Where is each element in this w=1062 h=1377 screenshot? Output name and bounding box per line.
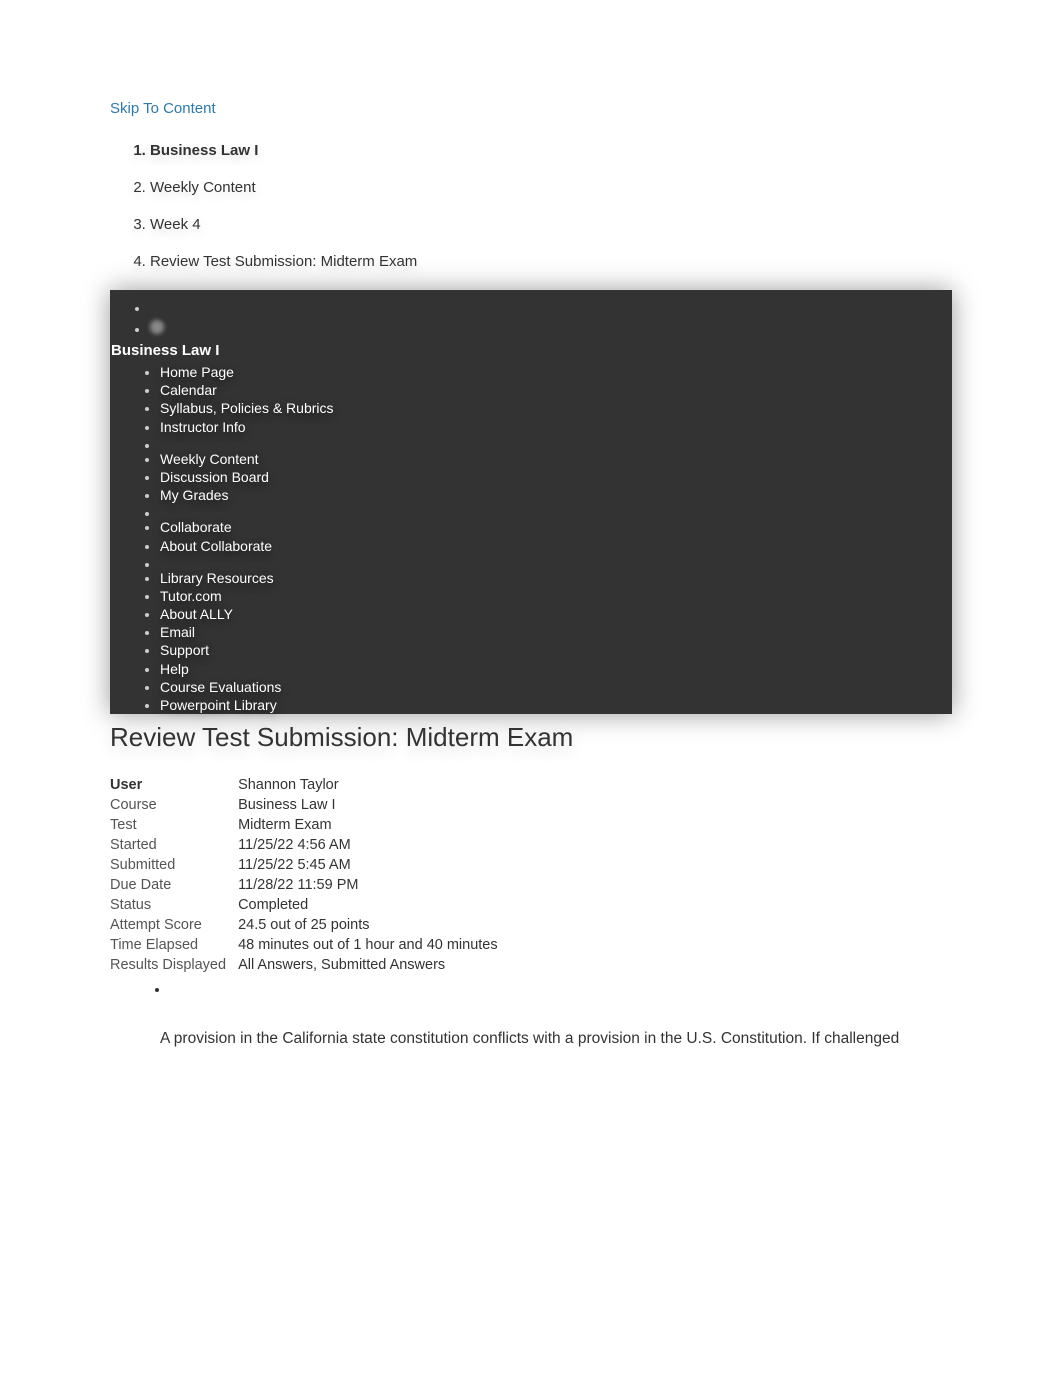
detail-label-course: Course — [110, 797, 238, 813]
dot-icon — [150, 320, 164, 334]
detail-label-due: Due Date — [110, 877, 238, 893]
nav-divider — [160, 436, 952, 450]
nav-about-ally[interactable]: About ALLY — [160, 606, 233, 622]
detail-label-started: Started — [110, 837, 238, 853]
detail-label-user: User — [110, 777, 238, 793]
question-bullet — [170, 981, 952, 997]
page-title: Review Test Submission: Midterm Exam — [110, 722, 952, 753]
detail-value-due: 11/28/22 11:59 PM — [238, 877, 498, 893]
menu-icon-2[interactable] — [150, 320, 952, 334]
breadcrumb-item-current: Review Test Submission: Midterm Exam — [150, 253, 952, 270]
breadcrumb-item-course[interactable]: Business Law I — [150, 142, 952, 159]
nav-my-grades[interactable]: My Grades — [160, 487, 228, 503]
detail-value-started: 11/25/22 4:56 AM — [238, 837, 498, 853]
nav-email[interactable]: Email — [160, 624, 195, 640]
nav-instructor-info[interactable]: Instructor Info — [160, 419, 246, 435]
nav-collaborate[interactable]: Collaborate — [160, 519, 232, 535]
menu-top-icons — [110, 300, 952, 334]
test-details-table: User Shannon Taylor Course Business Law … — [110, 773, 498, 977]
nav-powerpoint-library[interactable]: Powerpoint Library — [160, 697, 277, 713]
nav-discussion-board[interactable]: Discussion Board — [160, 469, 269, 485]
nav-divider — [160, 555, 952, 569]
question-list — [110, 981, 952, 997]
nav-course-evaluations[interactable]: Course Evaluations — [160, 679, 281, 695]
detail-label-score: Attempt Score — [110, 917, 238, 933]
detail-label-results: Results Displayed — [110, 957, 238, 973]
nav-help[interactable]: Help — [160, 661, 189, 677]
nav-calendar[interactable]: Calendar — [160, 382, 217, 398]
course-menu: Business Law I Home Page Calendar Syllab… — [110, 290, 952, 714]
detail-value-results: All Answers, Submitted Answers — [238, 957, 498, 973]
course-menu-items: Home Page Calendar Syllabus, Policies & … — [110, 363, 952, 714]
detail-label-elapsed: Time Elapsed — [110, 937, 238, 953]
detail-value-submitted: 11/25/22 5:45 AM — [238, 857, 498, 873]
detail-value-user: Shannon Taylor — [238, 777, 498, 793]
skip-to-content-link[interactable]: Skip To Content — [110, 100, 216, 117]
detail-label-status: Status — [110, 897, 238, 913]
nav-home-page[interactable]: Home Page — [160, 364, 234, 380]
nav-divider — [160, 504, 952, 518]
detail-value-score: 24.5 out of 25 points — [238, 917, 498, 933]
breadcrumb-item-weekly-content[interactable]: Weekly Content — [150, 179, 952, 196]
question-text: A provision in the California state cons… — [160, 1027, 952, 1050]
nav-about-collaborate[interactable]: About Collaborate — [160, 538, 272, 554]
detail-label-submitted: Submitted — [110, 857, 238, 873]
detail-value-course: Business Law I — [238, 797, 498, 813]
course-menu-title: Business Law I — [110, 342, 952, 359]
nav-weekly-content[interactable]: Weekly Content — [160, 451, 259, 467]
nav-library-resources[interactable]: Library Resources — [160, 570, 274, 586]
nav-support[interactable]: Support — [160, 642, 209, 658]
breadcrumb-item-week[interactable]: Week 4 — [150, 216, 952, 233]
breadcrumb: Business Law I Weekly Content Week 4 Rev… — [110, 142, 952, 270]
detail-label-test: Test — [110, 817, 238, 833]
nav-tutor[interactable]: Tutor.com — [160, 588, 222, 604]
detail-value-test: Midterm Exam — [238, 817, 498, 833]
nav-syllabus[interactable]: Syllabus, Policies & Rubrics — [160, 400, 334, 416]
detail-value-elapsed: 48 minutes out of 1 hour and 40 minutes — [238, 937, 498, 953]
menu-icon-1[interactable] — [150, 300, 952, 314]
detail-value-status: Completed — [238, 897, 498, 913]
